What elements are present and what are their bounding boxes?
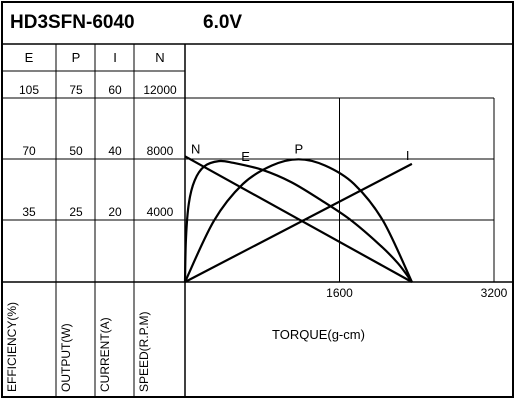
y-tick-label: 105 <box>19 83 39 97</box>
y-axis-label: OUTPUT(W) <box>59 323 73 392</box>
series-label-p: P <box>294 141 303 156</box>
axis-header-p: P <box>72 50 81 65</box>
y-axis-label: SPEED(R.P.M) <box>137 312 151 392</box>
y-tick-label: 20 <box>108 205 122 219</box>
x-tick-label: 3200 <box>481 286 508 300</box>
axis-header-i: I <box>113 50 117 65</box>
series-label-e: E <box>241 149 250 164</box>
series-line-i <box>184 162 413 283</box>
series-label-i: I <box>406 148 410 163</box>
y-tick-label: 40 <box>108 144 122 158</box>
grid <box>2 44 513 397</box>
series-label-n: N <box>191 141 200 156</box>
y-axis-label: CURRENT(A) <box>98 317 112 392</box>
series: N IEP <box>183 141 413 283</box>
y-tick-label: 4000 <box>147 205 174 219</box>
y-tick-label: 8000 <box>147 144 174 158</box>
y-tick-label: 70 <box>22 144 36 158</box>
y-tick-label: 50 <box>69 144 83 158</box>
series-line-n <box>184 155 413 283</box>
x-axis-label: TORQUE(g-cm) <box>272 327 365 342</box>
y-tick-label: 60 <box>108 83 122 97</box>
y-tick-label: 25 <box>69 205 83 219</box>
axis-tick-labels: 35 70 105 25 50 75 20 40 60 4000 8000 12000 1600 3200 <box>19 83 508 300</box>
axis-labels: EFFICIENCY(%) OUTPUT(W) CURRENT(A) SPEED(R.… <box>5 302 151 392</box>
x-tick-label: 1600 <box>326 286 353 300</box>
axis-header-e: E <box>25 50 34 65</box>
chart-subtitle: 6.0V <box>203 12 242 33</box>
y-tick-label: 75 <box>69 83 83 97</box>
chart-title: HD3SFN-6040 <box>10 12 135 33</box>
series-line-e <box>183 159 413 283</box>
y-axis-label: EFFICIENCY(%) <box>5 302 19 392</box>
axis-header-n: N <box>155 50 164 65</box>
y-tick-label: 12000 <box>143 83 177 97</box>
y-tick-label: 35 <box>22 205 36 219</box>
series-line-p <box>184 158 413 283</box>
